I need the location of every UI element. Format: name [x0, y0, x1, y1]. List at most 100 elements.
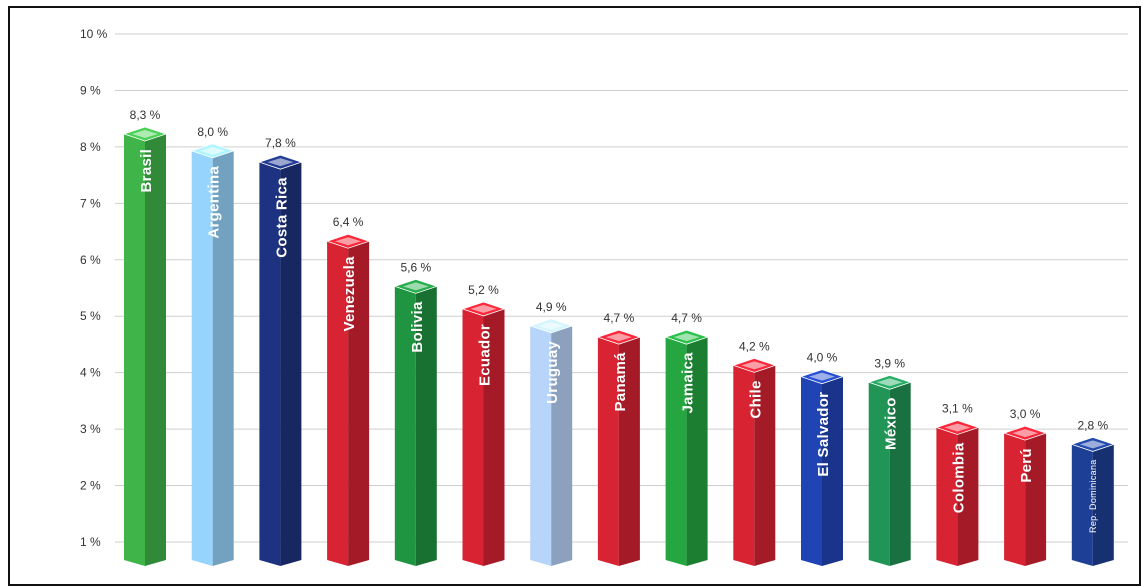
bar-brasil: 8,3 % Brasil [122, 108, 168, 566]
bar-face-right [889, 382, 911, 566]
value-label: 4,2 % [739, 339, 770, 353]
chart-frame: 1 % 2 % 3 % 4 % 5 % 6 % 7 % 8 % 9 % 10 % 8,3 % Bras… [8, 6, 1141, 586]
bar-jamaica: 4,7 % Jamaica [664, 311, 709, 566]
category-label: Colombia [950, 442, 967, 513]
bar-panam-: 4,7 % Panamá [596, 311, 642, 566]
y-tick-label: 8 % [80, 140, 101, 154]
bar-face-left [530, 325, 552, 566]
category-label: Venezuela [341, 256, 358, 332]
bar-face-right [551, 325, 573, 566]
flag-detail [132, 129, 158, 138]
value-label: 8,3 % [130, 108, 161, 122]
bar-face-left [1071, 444, 1093, 566]
bar-face-right [686, 337, 708, 566]
category-label: Bolivia [409, 301, 426, 353]
bar-face-right [1025, 433, 1047, 566]
bar-ecuador: 5,2 % Ecuador [461, 283, 506, 566]
y-tick-label: 2 % [80, 479, 101, 493]
bar-face-left [665, 337, 687, 566]
category-label: México [883, 397, 900, 450]
y-tick-label: 6 % [80, 253, 101, 267]
bar-face-left [124, 133, 145, 566]
value-label: 4,9 % [536, 300, 567, 314]
y-tick-label: 5 % [80, 309, 101, 323]
bar-face-right [280, 162, 302, 566]
bar-face-left [936, 427, 958, 566]
category-label: Uruguay [544, 341, 561, 404]
bar-per-: 3,0 % Perú [1002, 407, 1048, 566]
bar-face-left [462, 308, 484, 566]
value-label: 4,7 % [671, 311, 702, 325]
value-label: 6,4 % [333, 215, 364, 229]
value-label: 4,0 % [807, 351, 838, 365]
value-label: 5,6 % [400, 260, 431, 274]
bar-face-right [822, 376, 843, 566]
category-label: Ecuador [477, 324, 494, 386]
bar-face-left [327, 241, 349, 566]
bar-argentina: 8,0 % Argentina [190, 125, 235, 566]
bar-rep-dominicana: 2,8 % Rep. Dominicana [1070, 418, 1116, 566]
bar-face-left [868, 382, 890, 566]
value-label: 2,8 % [1077, 418, 1108, 432]
bar-face-right [415, 286, 437, 566]
bar-face-right [1092, 444, 1114, 566]
flag-detail [1079, 440, 1106, 449]
bar-chile: 4,2 % Chile [732, 339, 777, 566]
bar-bolivia: 5,6 % Bolivia [393, 260, 439, 566]
bar-face-left [191, 150, 213, 566]
y-tick-label: 3 % [80, 422, 101, 436]
category-label: Jamaica [680, 352, 697, 414]
flag-detail [470, 304, 497, 313]
bar-venezuela: 6,4 % Venezuela [325, 215, 371, 566]
flag-detail [673, 333, 700, 342]
category-label: El Salvador [815, 392, 832, 477]
flag-detail [944, 423, 971, 432]
value-label: 3,1 % [942, 401, 973, 415]
bar-face-left [1004, 433, 1026, 566]
flag-detail [741, 361, 768, 370]
y-tick-label: 10 % [80, 27, 108, 41]
bar-face-left [394, 286, 416, 566]
value-label: 3,9 % [874, 356, 905, 370]
flag-detail [402, 282, 429, 291]
flag-detail [199, 146, 226, 155]
flag-detail [1012, 429, 1039, 438]
bar-colombia: 3,1 % Colombia [935, 401, 980, 566]
flag-detail [538, 321, 565, 330]
bar-face-right [212, 150, 234, 566]
value-label: 7,8 % [265, 136, 296, 150]
bar-face-left [597, 337, 619, 566]
category-label: Argentina [206, 166, 223, 239]
flag-detail [605, 333, 632, 342]
bar-face-left [733, 365, 755, 566]
y-tick-label: 7 % [80, 196, 101, 210]
bar-costa-rica: 7,8 % Costa Rica [258, 136, 303, 566]
bar-uruguay: 4,9 % Uruguay [528, 300, 574, 566]
flag-detail [267, 158, 294, 167]
value-label: 3,0 % [1010, 407, 1041, 421]
category-label: Chile [747, 380, 764, 418]
value-label: 8,0 % [197, 125, 228, 139]
bar-face-left [801, 376, 822, 566]
category-label: Costa Rica [273, 177, 290, 258]
category-label: Brasil [138, 149, 155, 193]
category-label: Rep. Dominicana [1088, 459, 1098, 533]
bar-face-right [957, 427, 979, 566]
bar-el-salvador: 4,0 % El Salvador [799, 351, 845, 566]
bar-face-right [348, 241, 370, 566]
value-label: 5,2 % [468, 283, 499, 297]
y-tick-label: 1 % [80, 535, 101, 549]
flag-detail [809, 372, 835, 381]
category-label: Perú [1018, 448, 1035, 483]
bar-face-right [618, 337, 640, 566]
flag-detail [876, 378, 903, 387]
value-label: 4,7 % [604, 311, 635, 325]
bar-face-right [754, 365, 776, 566]
y-tick-label: 9 % [80, 83, 101, 97]
bar-chart: 1 % 2 % 3 % 4 % 5 % 6 % 7 % 8 % 9 % 10 % 8,3 % Bras… [80, 27, 1128, 566]
flag-detail [335, 237, 362, 246]
bar-face-right [483, 308, 505, 566]
category-label: Panamá [612, 352, 629, 412]
bar-m-xico: 3,9 % México [867, 356, 912, 566]
bar-face-right [145, 133, 166, 566]
